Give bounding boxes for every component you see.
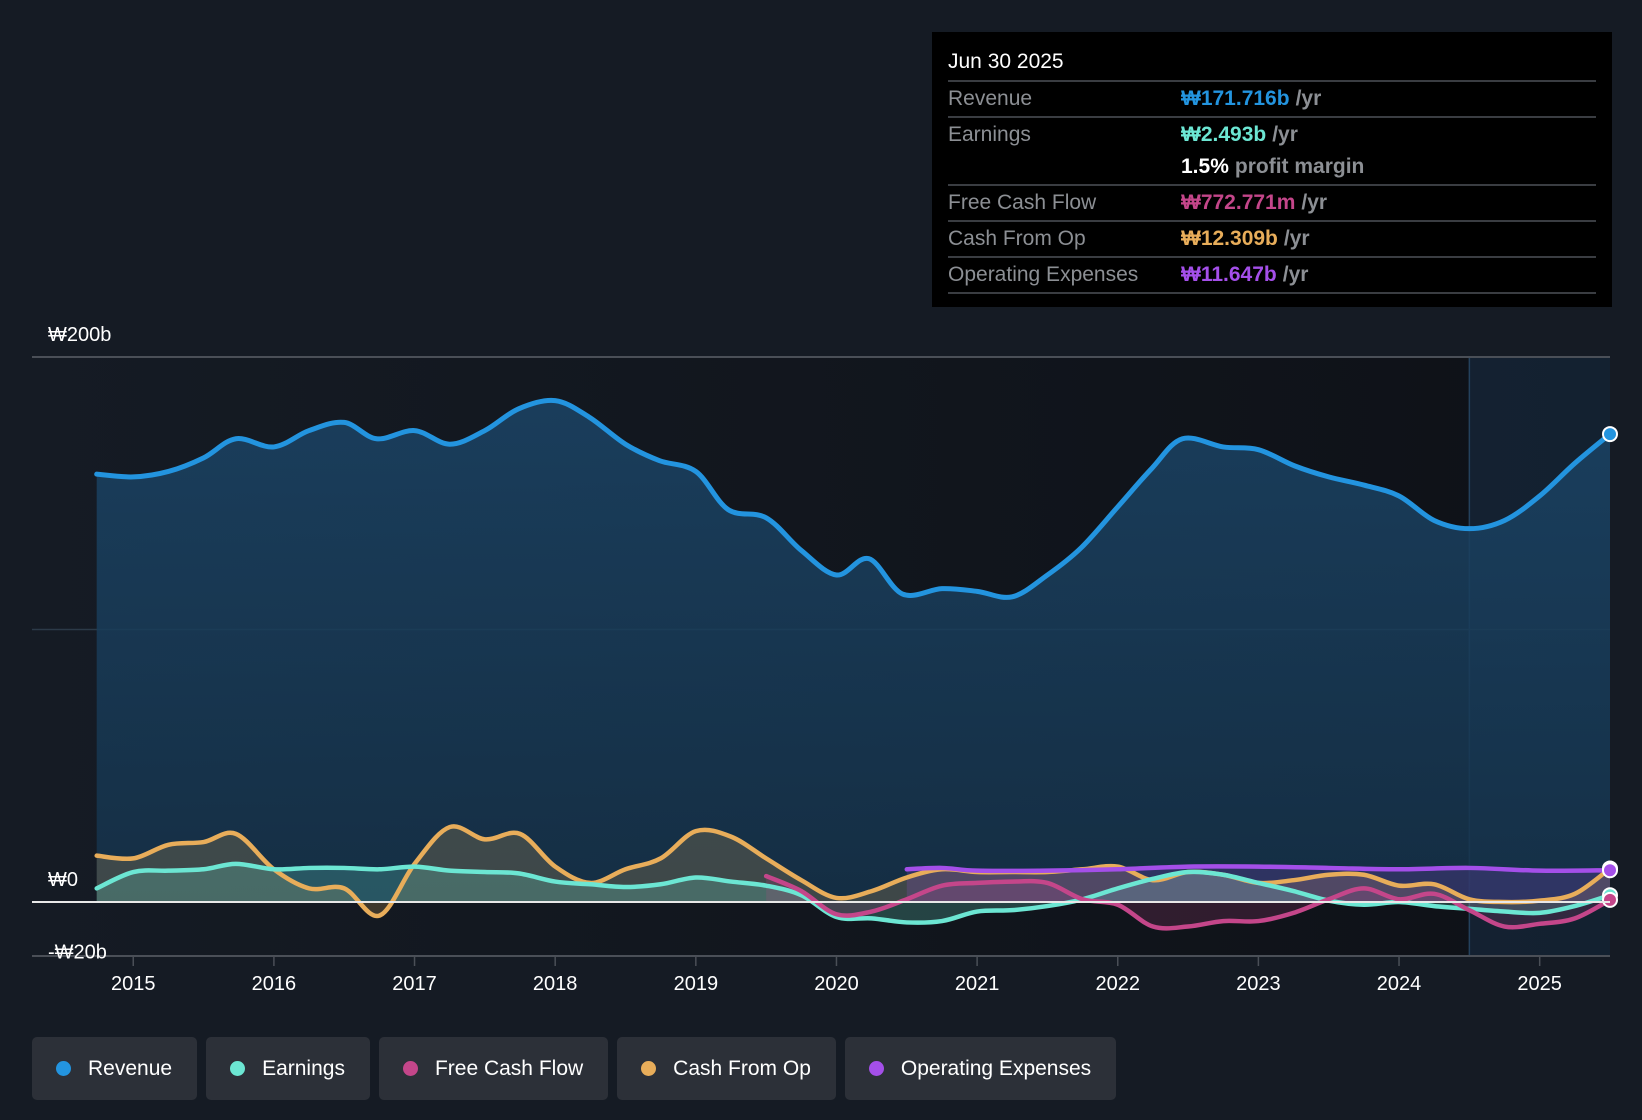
tooltip-unit: /yr bbox=[1272, 123, 1298, 146]
cash-from-op-dot-icon bbox=[641, 1061, 657, 1076]
tooltip-row-earnings: Earnings ₩2.493b/yr bbox=[948, 118, 1596, 150]
revenue-area bbox=[96, 400, 1610, 902]
x-tick-label: 2018 bbox=[533, 973, 578, 995]
tooltip-row-free-cash-flow: Free Cash Flow ₩772.771m/yr bbox=[948, 186, 1596, 222]
legend-item-operating-expenses[interactable]: Operating Expenses bbox=[844, 1037, 1117, 1100]
tooltip: Jun 30 2025 Revenue ₩171.716b/yr Earning… bbox=[932, 32, 1612, 307]
legend-item-cash-from-op[interactable]: Cash From Op bbox=[617, 1037, 836, 1100]
x-tick-label: 2017 bbox=[392, 973, 437, 995]
legend-label: Earnings bbox=[262, 1056, 345, 1080]
legend-label: Cash From Op bbox=[673, 1056, 811, 1080]
revenue-line bbox=[94, 397, 1613, 600]
revenue-dot-icon bbox=[56, 1061, 71, 1076]
x-tick-label: 2022 bbox=[1096, 973, 1141, 995]
tooltip-unit: profit margin bbox=[1234, 155, 1365, 178]
tooltip-label: Operating Expenses bbox=[948, 263, 1139, 286]
legend-label: Operating Expenses bbox=[900, 1056, 1092, 1080]
free-cash-flow-dot-icon bbox=[402, 1061, 418, 1076]
y-tick-label: ₩0 bbox=[48, 869, 78, 891]
x-tick-label: 2019 bbox=[674, 973, 719, 995]
revenue-endpoint bbox=[1602, 426, 1618, 443]
tooltip-value: ₩11.647b bbox=[1181, 263, 1277, 286]
legend-item-earnings[interactable]: Earnings bbox=[206, 1037, 370, 1100]
x-tick-label: 2023 bbox=[1236, 973, 1281, 995]
x-tick-label: 2016 bbox=[252, 973, 297, 995]
cash-from-op-area bbox=[96, 826, 1610, 917]
tooltip-label: Cash From Op bbox=[948, 227, 1086, 250]
x-tick-label: 2015 bbox=[111, 973, 156, 995]
free-cash-flow-line bbox=[763, 873, 1613, 931]
x-tick-label: 2025 bbox=[1517, 973, 1562, 995]
operating-expenses-endpoint bbox=[1602, 862, 1618, 879]
x-tick-label: 2021 bbox=[955, 973, 1000, 995]
x-tick-label: 2020 bbox=[814, 973, 859, 995]
tooltip-value: 1.5% bbox=[1181, 155, 1229, 178]
tooltip-row-cash-from-op: Cash From Op ₩12.309b/yr bbox=[948, 222, 1596, 258]
operating-expenses-line bbox=[904, 864, 1613, 874]
tooltip-unit: /yr bbox=[1282, 263, 1309, 286]
operating-expenses-dot-icon bbox=[868, 1061, 884, 1076]
tooltip-unit: /yr bbox=[1295, 87, 1322, 110]
tooltip-unit: /yr bbox=[1283, 227, 1310, 250]
tooltip-value: ₩2.493b bbox=[1181, 123, 1267, 146]
earnings-line bbox=[94, 861, 1613, 925]
legend-label: Revenue bbox=[88, 1056, 173, 1080]
y-tick-label: -₩20b bbox=[48, 942, 107, 964]
y-tick-label: ₩200b bbox=[48, 324, 111, 346]
legend: Revenue Earnings Free Cash Flow Cash Fro… bbox=[32, 1037, 1117, 1100]
free-cash-flow-endpoint bbox=[1602, 891, 1618, 908]
tooltip-date: Jun 30 2025 bbox=[948, 46, 1596, 82]
legend-item-revenue[interactable]: Revenue bbox=[32, 1037, 198, 1100]
tooltip-value: ₩171.716b bbox=[1181, 87, 1290, 110]
tooltip-label: Free Cash Flow bbox=[948, 191, 1097, 214]
tooltip-label: Revenue bbox=[948, 87, 1033, 110]
legend-label: Free Cash Flow bbox=[434, 1056, 584, 1080]
tooltip-row-profit-margin: 1.5% profit margin bbox=[948, 150, 1596, 186]
tooltip-value: ₩772.771m bbox=[1181, 191, 1296, 214]
tooltip-row-operating-expenses: Operating Expenses ₩11.647b/yr bbox=[948, 258, 1596, 294]
x-tick-label: 2024 bbox=[1377, 973, 1422, 995]
earnings-dot-icon bbox=[230, 1061, 246, 1076]
tooltip-row-revenue: Revenue ₩171.716b/yr bbox=[948, 82, 1596, 118]
cash-from-op-line bbox=[94, 824, 1613, 919]
tooltip-label bbox=[948, 150, 1181, 184]
tooltip-label: Earnings bbox=[948, 123, 1031, 146]
legend-item-free-cash-flow[interactable]: Free Cash Flow bbox=[378, 1037, 609, 1100]
tooltip-unit: /yr bbox=[1301, 191, 1328, 214]
tooltip-value: ₩12.309b bbox=[1181, 227, 1278, 250]
